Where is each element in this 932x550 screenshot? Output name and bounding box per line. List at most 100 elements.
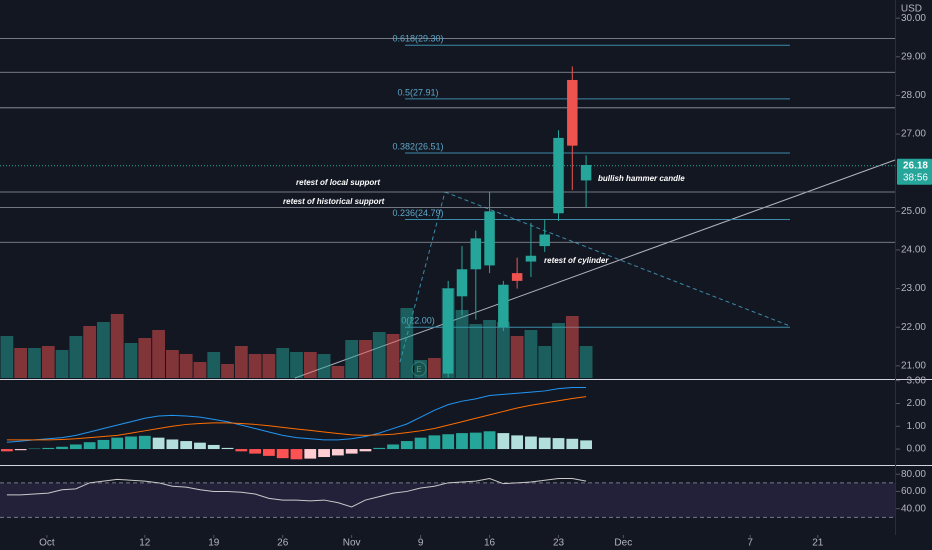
x-tick-label: 16 — [484, 538, 496, 549]
volume-bar — [110, 314, 124, 378]
candle-body — [567, 79, 578, 146]
macd-bar — [166, 439, 179, 450]
volume-bar — [138, 338, 152, 378]
fib-label: 0(22.00) — [401, 316, 435, 326]
macd-bar — [525, 436, 537, 450]
macd-bar — [580, 440, 592, 450]
fib-label: 0.236(24.79) — [392, 208, 443, 218]
volume-bar — [55, 350, 69, 378]
volume-bar — [28, 348, 41, 378]
macd-line — [6, 396, 587, 441]
volume-bar — [400, 308, 414, 378]
volume-bar — [317, 354, 331, 378]
macd-bar — [469, 432, 482, 450]
volume-bar — [69, 336, 83, 378]
macd-bar — [442, 434, 455, 450]
triangle-line — [444, 191, 791, 327]
price-tick-label: 22.00 — [901, 322, 926, 333]
candle-body — [442, 288, 454, 374]
candle-body — [539, 234, 550, 247]
macd-bar — [152, 437, 165, 450]
volume-bar — [483, 320, 496, 378]
annotation: bullish hammer candle — [598, 174, 685, 183]
volume-bar — [124, 343, 138, 378]
volume-bar — [234, 346, 248, 378]
macd-bar — [359, 449, 372, 452]
volume-bar — [179, 354, 193, 378]
price-tick-label: 21.00 — [901, 361, 926, 372]
price-tick-label: 25.00 — [901, 206, 926, 217]
macd-bar — [318, 449, 330, 458]
macd-bar — [538, 437, 551, 450]
macd-bar — [290, 449, 303, 460]
candle-body — [580, 164, 592, 181]
macd-bar — [373, 447, 386, 450]
rsi-band — [0, 482, 895, 518]
volume-bar — [496, 322, 510, 378]
macd-bar — [42, 447, 55, 450]
volume-bar — [0, 336, 14, 378]
macd-bar — [304, 449, 317, 459]
volume-bar — [152, 330, 165, 378]
macd-bar — [276, 449, 289, 459]
volume-bar — [276, 348, 290, 378]
volume-bar — [248, 354, 262, 378]
macd-bar — [194, 442, 206, 450]
price-tick-label: 24.00 — [901, 245, 926, 256]
volume-bar — [359, 340, 372, 378]
volume-bar — [455, 310, 469, 378]
last-price-label: 26.18 — [903, 160, 928, 171]
rsi-tick-label: 60.00 — [901, 486, 926, 497]
macd-bar — [221, 447, 234, 450]
last-price-box — [897, 158, 932, 185]
candle-body — [456, 269, 468, 297]
volume-bar — [331, 366, 345, 378]
macd-bar — [552, 438, 565, 450]
volume-bar — [193, 362, 207, 378]
price-tick-label: 23.00 — [901, 283, 926, 294]
macd-bar — [1, 449, 13, 452]
volume-bar — [538, 346, 552, 378]
macd-bar — [97, 439, 110, 450]
macd-bar — [483, 431, 496, 450]
x-tick-label: 12 — [139, 538, 151, 549]
macd-bar — [511, 435, 524, 450]
volume-bar — [579, 346, 593, 378]
currency: USD — [901, 4, 922, 15]
volume-bar — [97, 322, 110, 378]
volume-bar — [41, 346, 55, 378]
candle-body — [553, 137, 564, 214]
price-tick-label: 30.00 — [901, 13, 926, 24]
macd-bar — [400, 441, 413, 450]
macd-bar — [456, 433, 468, 450]
annotation: retest of cylinder — [544, 256, 609, 265]
fib-label: 0.5(27.91) — [397, 87, 438, 97]
macd-tick-label: 0.00 — [907, 444, 927, 455]
x-tick-label: 7 — [747, 538, 753, 549]
volume-bar — [303, 352, 317, 378]
macd-bar — [111, 437, 124, 450]
x-tick-label: 23 — [553, 538, 565, 549]
macd-bar — [14, 449, 27, 451]
annotation: retest of local support — [296, 178, 380, 187]
x-tick-label: 21 — [812, 538, 824, 549]
macd-tick-label: 3.00 — [907, 375, 927, 386]
rsi-tick-label: 80.00 — [901, 469, 926, 480]
volume-bar — [552, 323, 565, 378]
macd-bar — [56, 446, 68, 450]
macd-bar — [428, 435, 441, 450]
volume-bar — [372, 332, 386, 378]
fib-label: 0.618(29.30) — [392, 34, 443, 44]
volume-bar — [262, 354, 276, 378]
volume-bar — [83, 326, 97, 378]
volume-bar — [524, 330, 538, 378]
x-tick-label: Dec — [614, 538, 632, 549]
macd-bar — [125, 436, 137, 450]
macd-bar — [83, 442, 96, 450]
macd-bar — [207, 444, 220, 450]
macd-bar — [180, 441, 193, 450]
price-tick-label: 27.00 — [901, 129, 926, 140]
x-tick-label: Nov — [343, 538, 361, 549]
candle-body — [511, 273, 523, 281]
macd-bar — [249, 449, 262, 454]
